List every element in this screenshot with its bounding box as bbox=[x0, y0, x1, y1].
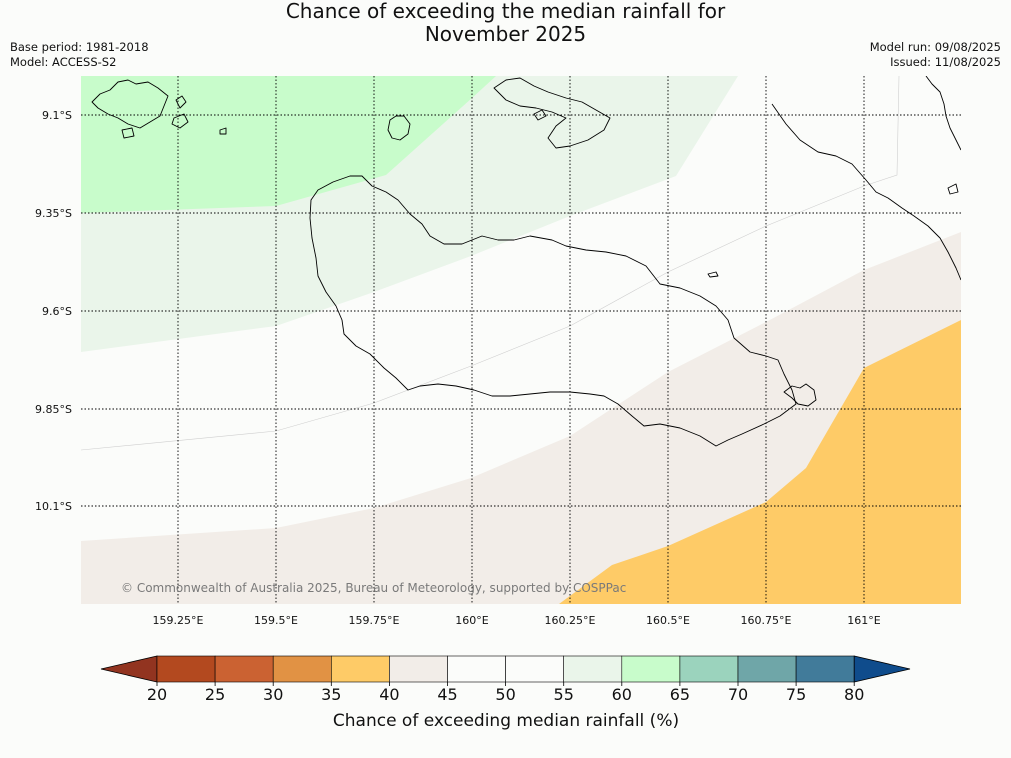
run-info: Model run: 09/08/2025 Issued: 11/08/2025 bbox=[870, 40, 1001, 70]
model-info: Base period: 1981-2018 Model: ACCESS-S2 bbox=[10, 40, 149, 70]
graticule bbox=[81, 76, 961, 604]
coastline-group bbox=[91, 76, 961, 447]
band-45-50 bbox=[81, 232, 961, 604]
florida-islands bbox=[493, 77, 611, 149]
colorbar-tick-label: 20 bbox=[147, 685, 167, 704]
colorbar-tick-label: 35 bbox=[321, 685, 341, 704]
colorbar-segment bbox=[679, 655, 739, 683]
band-35-40 bbox=[559, 320, 961, 604]
lon-label: 159.5°E bbox=[254, 614, 298, 627]
model-name: Model: ACCESS-S2 bbox=[10, 55, 117, 69]
colorbar-segment bbox=[214, 655, 274, 683]
colorbar-tick-label: 25 bbox=[205, 685, 225, 704]
colorbar-tick-label: 50 bbox=[495, 685, 515, 704]
colorbar-segment bbox=[737, 655, 797, 683]
model-run: Model run: 09/08/2025 bbox=[869, 40, 1001, 54]
lon-label: 160°E bbox=[455, 614, 488, 627]
colorbar-segment bbox=[389, 655, 448, 683]
colorbar-tick-label: 60 bbox=[612, 685, 632, 704]
islet-5 bbox=[121, 127, 135, 139]
title-line-1: Chance of exceeding the median rainfall … bbox=[285, 0, 726, 23]
map-title: Chance of exceeding the median rainfall … bbox=[0, 0, 1011, 46]
lon-label: 159.75°E bbox=[349, 614, 400, 627]
colorbar-label: Chance of exceeding median rainfall (%) bbox=[333, 711, 679, 731]
lat-label: 9.85°S bbox=[35, 403, 72, 416]
colorbar-tick-label: 75 bbox=[786, 685, 806, 704]
islet-3 bbox=[175, 95, 187, 109]
colorbar-segment bbox=[156, 655, 216, 683]
reef-islet-2 bbox=[707, 271, 719, 278]
russell-islands bbox=[91, 79, 169, 129]
colorbar-segment bbox=[795, 655, 855, 683]
colorbar-tick-label: 45 bbox=[437, 685, 457, 704]
lon-label: 159.25°E bbox=[153, 614, 204, 627]
colorbar-tick-label: 30 bbox=[263, 685, 283, 704]
contour-50 bbox=[81, 76, 900, 451]
lon-label: 161°E bbox=[847, 614, 880, 627]
lat-label: 10.1°S bbox=[35, 500, 72, 513]
lat-label: 9.35°S bbox=[35, 207, 72, 220]
colorbar-over-triangle bbox=[853, 655, 911, 683]
copyright-credit: © Commonwealth of Australia 2025, Bureau… bbox=[121, 581, 626, 595]
lat-label: 9.6°S bbox=[42, 305, 72, 318]
lat-labels: 9.1°S 9.35°S 9.6°S 9.85°S 10.1°S bbox=[35, 109, 72, 513]
reef-islet-1 bbox=[783, 383, 817, 407]
colorbar-tick-label: 65 bbox=[670, 685, 690, 704]
lat-label: 9.1°S bbox=[42, 109, 72, 122]
lon-label: 160.75°E bbox=[741, 614, 792, 627]
guadalcanal-coastline bbox=[309, 175, 797, 447]
colorbar-segment bbox=[621, 655, 681, 683]
islet-6 bbox=[219, 127, 227, 135]
lon-label: 160.25°E bbox=[545, 614, 596, 627]
colorbar-segment bbox=[447, 655, 506, 683]
savo-coastline bbox=[387, 115, 411, 141]
colorbar-segment bbox=[563, 655, 623, 683]
map-panel: © Commonwealth of Australia 2025, Bureau… bbox=[81, 76, 961, 604]
colorbar-segment bbox=[505, 655, 565, 683]
colorbar-tick-label: 40 bbox=[379, 685, 399, 704]
malaita-north-coastline bbox=[925, 76, 961, 151]
florida-islet bbox=[533, 109, 547, 121]
issued-date: Issued: 11/08/2025 bbox=[890, 55, 1001, 69]
colorbar-tick-label: 55 bbox=[554, 685, 574, 704]
colorbar-segment bbox=[272, 655, 332, 683]
lon-label: 160.5°E bbox=[646, 614, 690, 627]
title-line-2: November 2025 bbox=[424, 22, 587, 46]
base-period: Base period: 1981-2018 bbox=[10, 40, 149, 54]
colorbar-tick-label: 80 bbox=[844, 685, 864, 704]
band-60-65 bbox=[81, 76, 496, 213]
colorbar-under-triangle bbox=[100, 655, 158, 683]
colorbar-segment bbox=[330, 655, 390, 683]
colorbar: 20 25 30 35 40 45 50 55 60 65 70 75 80 bbox=[100, 655, 911, 704]
islet-4 bbox=[171, 113, 189, 129]
lon-labels: 159.25°E 159.5°E 159.75°E 160°E 160.25°E… bbox=[153, 614, 881, 627]
colorbar-tick-label: 70 bbox=[728, 685, 748, 704]
malaita-coastline bbox=[771, 103, 961, 281]
malaita-islet bbox=[947, 183, 959, 195]
